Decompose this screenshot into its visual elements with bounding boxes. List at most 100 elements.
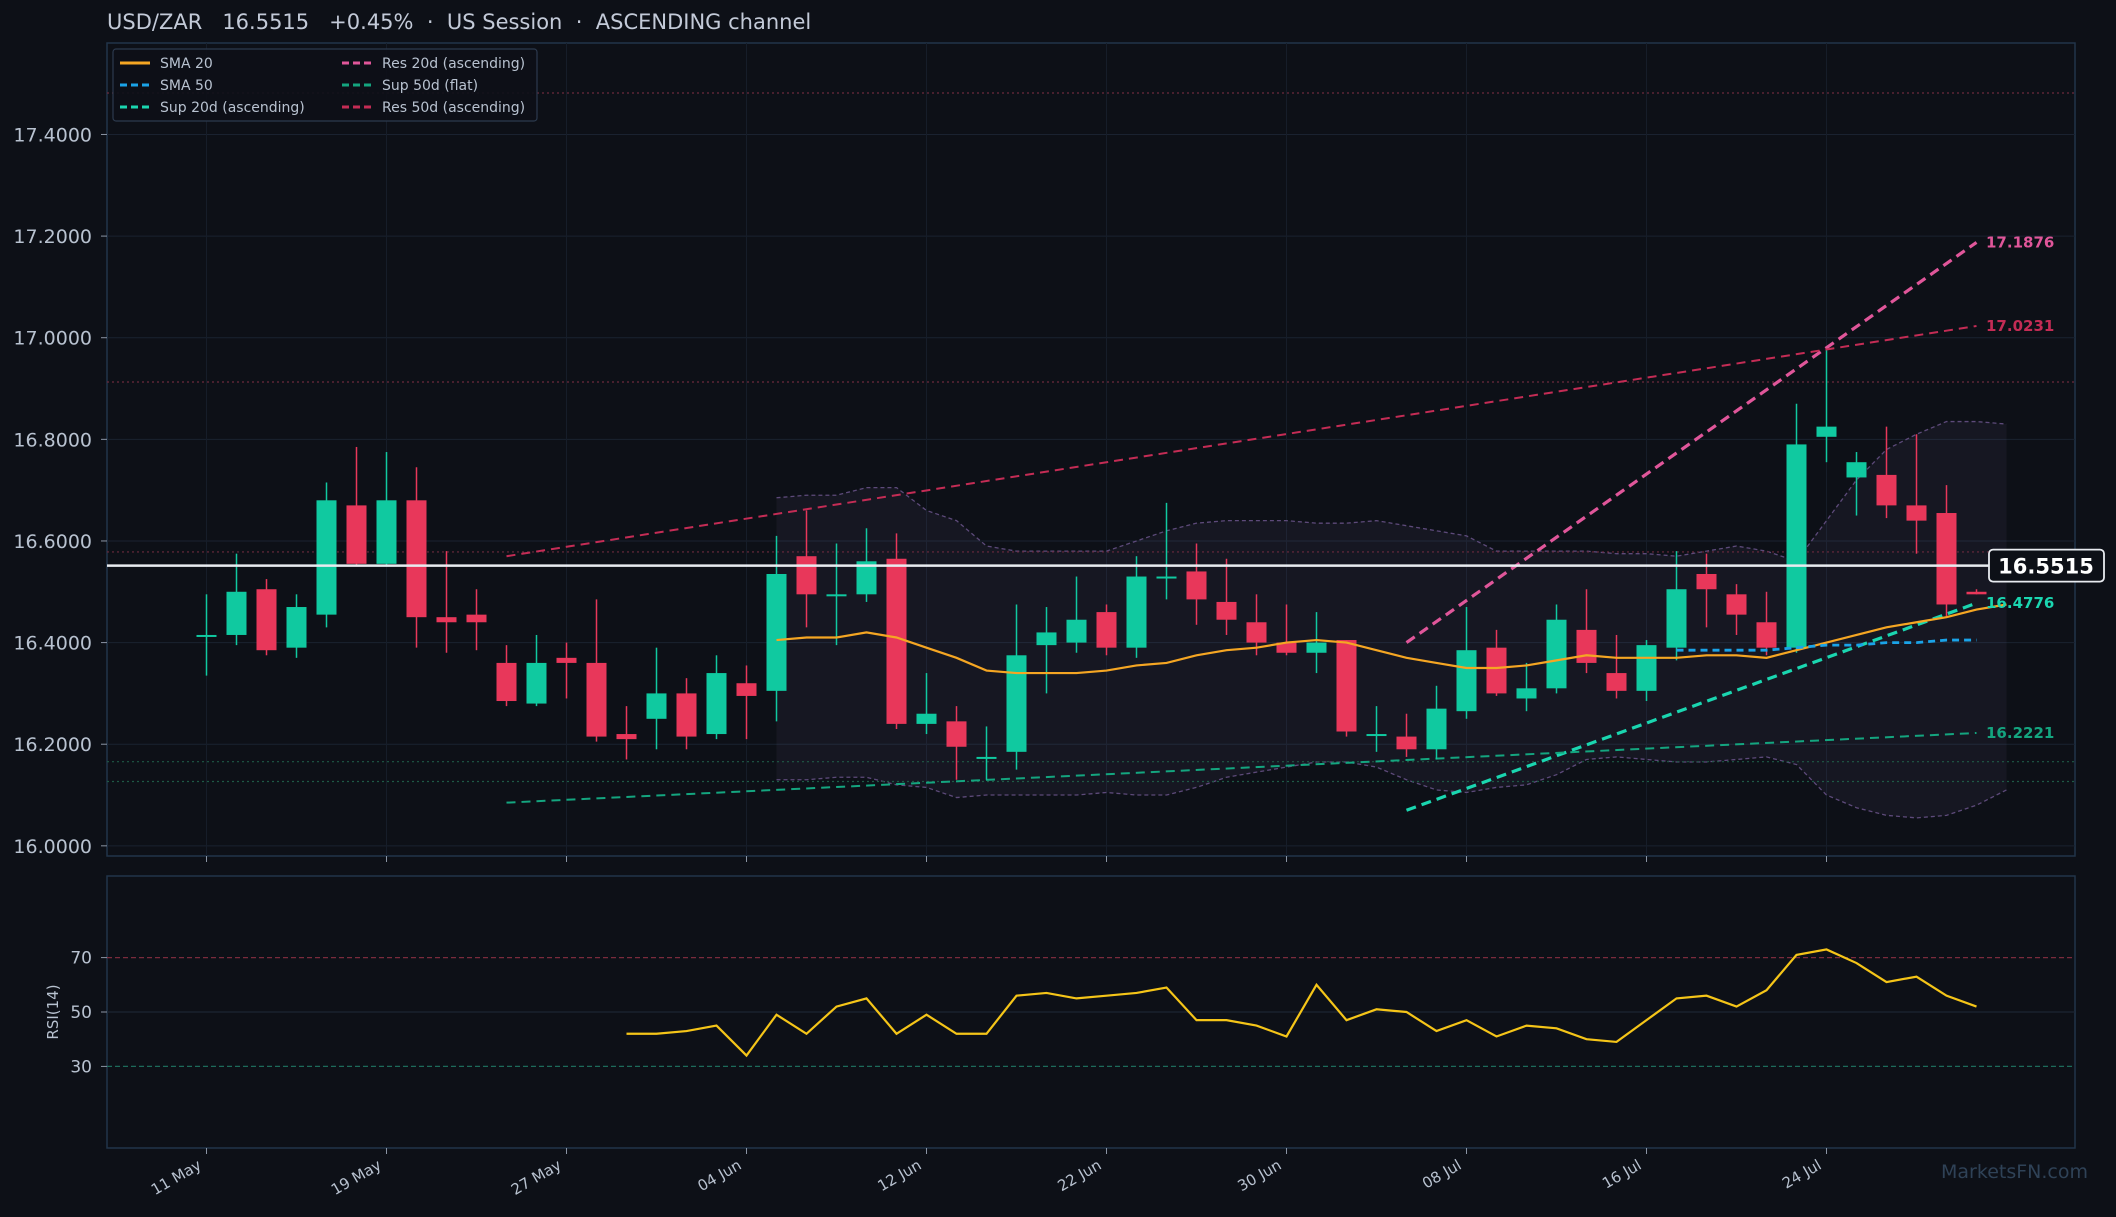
candle-body-29: [1066, 619, 1087, 643]
candle-body-52: [1756, 622, 1777, 648]
trendlines: [506, 241, 1978, 812]
legend-label-1: SMA 50: [160, 78, 213, 94]
candle-body-21: [826, 594, 847, 597]
rsi-tick-label-0: 30: [70, 1057, 92, 1077]
bollinger-band: [776, 420, 2007, 819]
x-tick-label-9: 24 Jul: [1779, 1156, 1824, 1193]
trendline-0: [1405, 601, 1978, 812]
x-tick-label-3: 04 Jun: [695, 1156, 745, 1195]
y-tick-label-4: 16.8000: [13, 429, 92, 451]
current-price-badge: [1988, 548, 2105, 583]
y-tick-label-3: 16.6000: [13, 531, 92, 553]
candle-body-4: [316, 500, 337, 615]
moving-averages: [776, 603, 2007, 675]
end-label-1: 17.0231: [1986, 317, 2054, 335]
x-tick-label-8: 16 Jul: [1599, 1156, 1644, 1193]
rsi-polyline: [626, 948, 1977, 1058]
candle-body-47: [1606, 673, 1627, 691]
watermark: MarketsFN.com: [1941, 1161, 2088, 1183]
candle-body-58: [1936, 513, 1957, 605]
candle-body-35: [1246, 622, 1267, 643]
candle-body-55: [1846, 462, 1867, 478]
candle-body-16: [676, 693, 697, 737]
candles: [196, 350, 1987, 780]
candle-body-20: [796, 556, 817, 595]
candle-body-39: [1366, 734, 1387, 737]
candle-body-26: [976, 756, 997, 759]
candle-body-15: [646, 693, 667, 719]
candle-body-51: [1726, 594, 1747, 615]
rsi-panel: 30 50 70 RSI(14): [44, 875, 2076, 1149]
candle-body-33: [1186, 571, 1207, 600]
candle-body-22: [856, 561, 877, 595]
bollinger-upper: [776, 420, 2007, 563]
end-labels: 17.1876 17.0231 16.4776 16.2221: [1986, 233, 2054, 742]
candle-body-30: [1096, 612, 1117, 648]
price-y-axis: 16.0000 16.2000 16.4000 16.6000 16.8000 17.00…: [13, 124, 107, 858]
end-label-2: 16.4776: [1986, 594, 2054, 612]
x-tick-label-1: 19 May: [328, 1156, 385, 1199]
candle-body-23: [886, 558, 907, 724]
price-panel: 16.5515 17.1876 17.0231 16.4776 16.2221 16.…: [13, 42, 2105, 858]
candle-body-6: [376, 500, 397, 564]
sma-line-0: [776, 603, 2007, 675]
candle-body-49: [1666, 589, 1687, 648]
y-tick-label-7: 17.4000: [13, 124, 92, 146]
candle-body-2: [256, 589, 277, 651]
candle-body-46: [1576, 629, 1597, 663]
rsi-line: [626, 948, 1977, 1058]
candle-body-44: [1516, 688, 1537, 699]
legend-label-5: Res 50d (ascending): [382, 100, 525, 116]
sma-line-1: [1676, 638, 1977, 652]
legend-label-4: Sup 50d (flat): [382, 78, 478, 94]
bollinger-lower: [776, 756, 2007, 819]
y-tick-label-1: 16.2000: [13, 734, 92, 756]
legend: SMA 20 SMA 50 Sup 20d (ascending) Res 20d (…: [112, 48, 538, 122]
rsi-levels: [107, 956, 2075, 1068]
candle-body-54: [1816, 426, 1837, 437]
horizontal-levels: [107, 92, 2075, 783]
candle-body-32: [1156, 576, 1177, 579]
price-panel-frame: [106, 42, 2076, 857]
current-price-label: 16.5515: [1998, 555, 2094, 579]
rsi-tick-label-2: 70: [70, 949, 92, 969]
candle-body-53: [1786, 444, 1807, 648]
y-tick-label-6: 17.2000: [13, 226, 92, 248]
y-tick-label-2: 16.4000: [13, 633, 92, 655]
end-label-0: 17.1876: [1986, 233, 2054, 251]
legend-box: [112, 48, 538, 122]
candle-body-59: [1966, 591, 1987, 595]
candle-body-42: [1456, 650, 1477, 712]
candle-body-19: [766, 573, 787, 691]
candle-body-5: [346, 505, 367, 564]
candle-body-9: [466, 614, 487, 623]
x-tick-label-6: 30 Jun: [1235, 1156, 1285, 1195]
candle-body-34: [1216, 601, 1237, 620]
candle-body-7: [406, 500, 427, 618]
trendline-3: [506, 324, 1977, 558]
chart-title: USD/ZAR 16.5515 +0.45% · US Session · AS…: [107, 10, 812, 34]
candle-body-57: [1906, 505, 1927, 521]
candle-body-24: [916, 713, 937, 724]
candle-body-31: [1126, 576, 1147, 648]
candle-body-13: [586, 662, 607, 737]
x-tick-label-7: 08 Jul: [1419, 1156, 1464, 1193]
trendline-1: [506, 731, 1977, 804]
legend-label-3: Res 20d (ascending): [382, 56, 525, 72]
candle-body-56: [1876, 474, 1897, 506]
candle-body-10: [496, 662, 517, 702]
candle-body-37: [1306, 642, 1327, 653]
x-tick-label-4: 12 Jun: [875, 1156, 925, 1195]
candle-body-11: [526, 662, 547, 704]
legend-label-0: SMA 20: [160, 56, 213, 72]
candle-body-25: [946, 721, 967, 747]
current-price-line: 16.5515: [107, 548, 2105, 583]
x-tick-label-2: 27 May: [508, 1156, 565, 1199]
candle-body-48: [1636, 645, 1657, 691]
candle-body-14: [616, 734, 637, 740]
candle-body-18: [736, 683, 757, 696]
rsi-axis-label: RSI(14): [44, 984, 62, 1039]
candle-body-40: [1396, 736, 1417, 750]
bollinger-fill: [776, 421, 2007, 818]
